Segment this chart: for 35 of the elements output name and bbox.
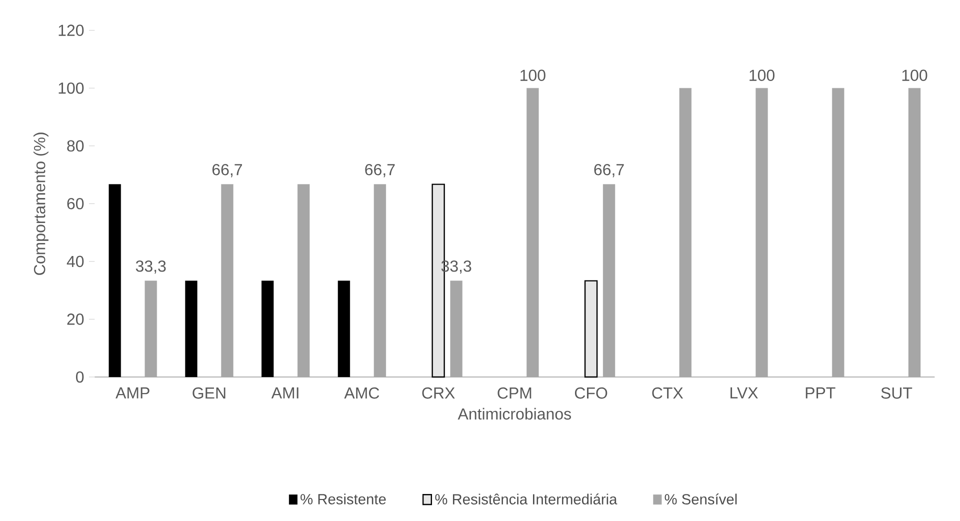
y-tick-label: 80	[67, 140, 84, 152]
x-tick-label: CFO	[574, 387, 608, 399]
x-tick-label: GEN	[192, 387, 226, 399]
x-tick-label: PPT	[806, 387, 836, 398]
x-tick-label: AMC	[344, 387, 380, 399]
bar	[584, 280, 598, 378]
y-tick-label: 40	[66, 256, 84, 268]
x-tick-label: CPM	[498, 387, 532, 399]
data-label: 33,3	[136, 260, 166, 274]
legend-label: % Sensível	[664, 494, 737, 504]
legend-label: % Resistência Intermediária	[435, 494, 618, 504]
y-tick-label: 60	[67, 198, 84, 210]
bar	[262, 280, 274, 378]
y-tick-label: 120	[58, 24, 84, 36]
data-label: 66,7	[212, 164, 242, 178]
y-tick-label: 100	[58, 82, 84, 94]
x-tick-label: CTX	[652, 387, 684, 399]
x-tick-label: AMP	[116, 387, 150, 398]
data-label: 66,7	[594, 164, 624, 178]
data-label: 100	[520, 70, 546, 81]
data-label: 100	[902, 70, 928, 81]
x-tick-label: CRX	[422, 387, 455, 399]
legend-label: % Resistente	[300, 494, 386, 504]
data-label: 100	[750, 70, 774, 81]
y-axis-title: Comportamento (%)	[34, 132, 48, 275]
y-tick-label: 0	[76, 371, 84, 383]
data-label: 66,7	[365, 164, 395, 178]
x-tick-label: LVX	[730, 387, 758, 398]
x-tick-label: AMI	[271, 387, 298, 398]
y-tick-label: 20	[67, 314, 84, 325]
bar	[338, 280, 350, 378]
x-tick-label: SUT	[881, 387, 912, 399]
bar	[108, 184, 121, 378]
x-axis-title: Antimicrobianos	[458, 408, 571, 420]
bar	[185, 280, 198, 378]
